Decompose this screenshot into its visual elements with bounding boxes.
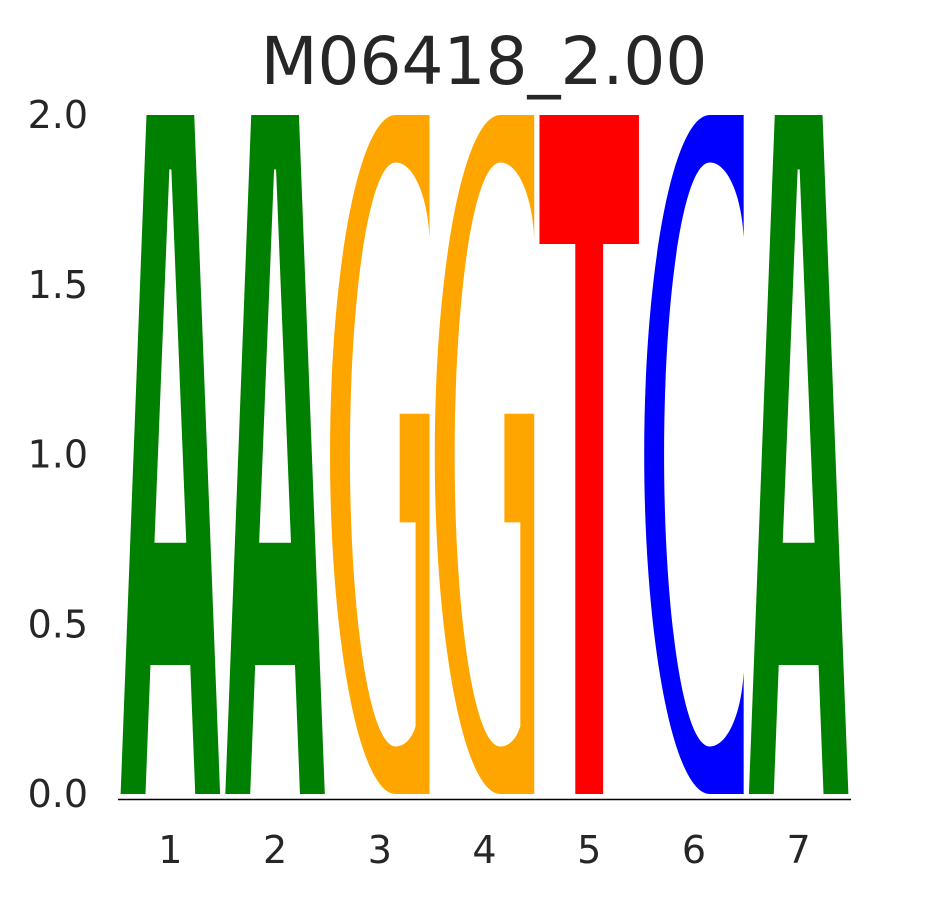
x-axis: 1 2 3 4 5 6 7 [158,828,810,872]
chart-title: M06418_2.00 [261,23,708,100]
y-tick-label: 0.5 [28,602,88,646]
logo-letter-g-pos-4 [434,115,535,794]
logo-letter-g-pos-3 [330,115,430,794]
x-tick-label: 6 [682,828,706,872]
x-tick-label: 4 [472,828,496,872]
logo-letter-a-pos-7 [748,115,849,794]
logo-letter-a-pos-1 [120,115,221,794]
y-axis: 0.0 0.5 1.0 1.5 2.0 [28,93,88,816]
y-tick-label: 1.0 [28,433,88,477]
x-tick-label: 3 [368,828,392,872]
logo-letter-t-pos-5 [539,115,639,794]
logo-letter-a-pos-2 [225,115,325,794]
x-tick-label: 2 [263,828,287,872]
y-tick-label: 1.5 [28,263,88,307]
x-tick-label: 5 [577,828,601,872]
logo-letter-c-pos-6 [644,115,744,794]
letter-stack-area [120,115,849,794]
x-tick-label: 1 [158,828,182,872]
y-tick-label: 0.0 [28,772,88,816]
y-tick-label: 2.0 [28,93,88,137]
x-tick-label: 7 [787,828,811,872]
